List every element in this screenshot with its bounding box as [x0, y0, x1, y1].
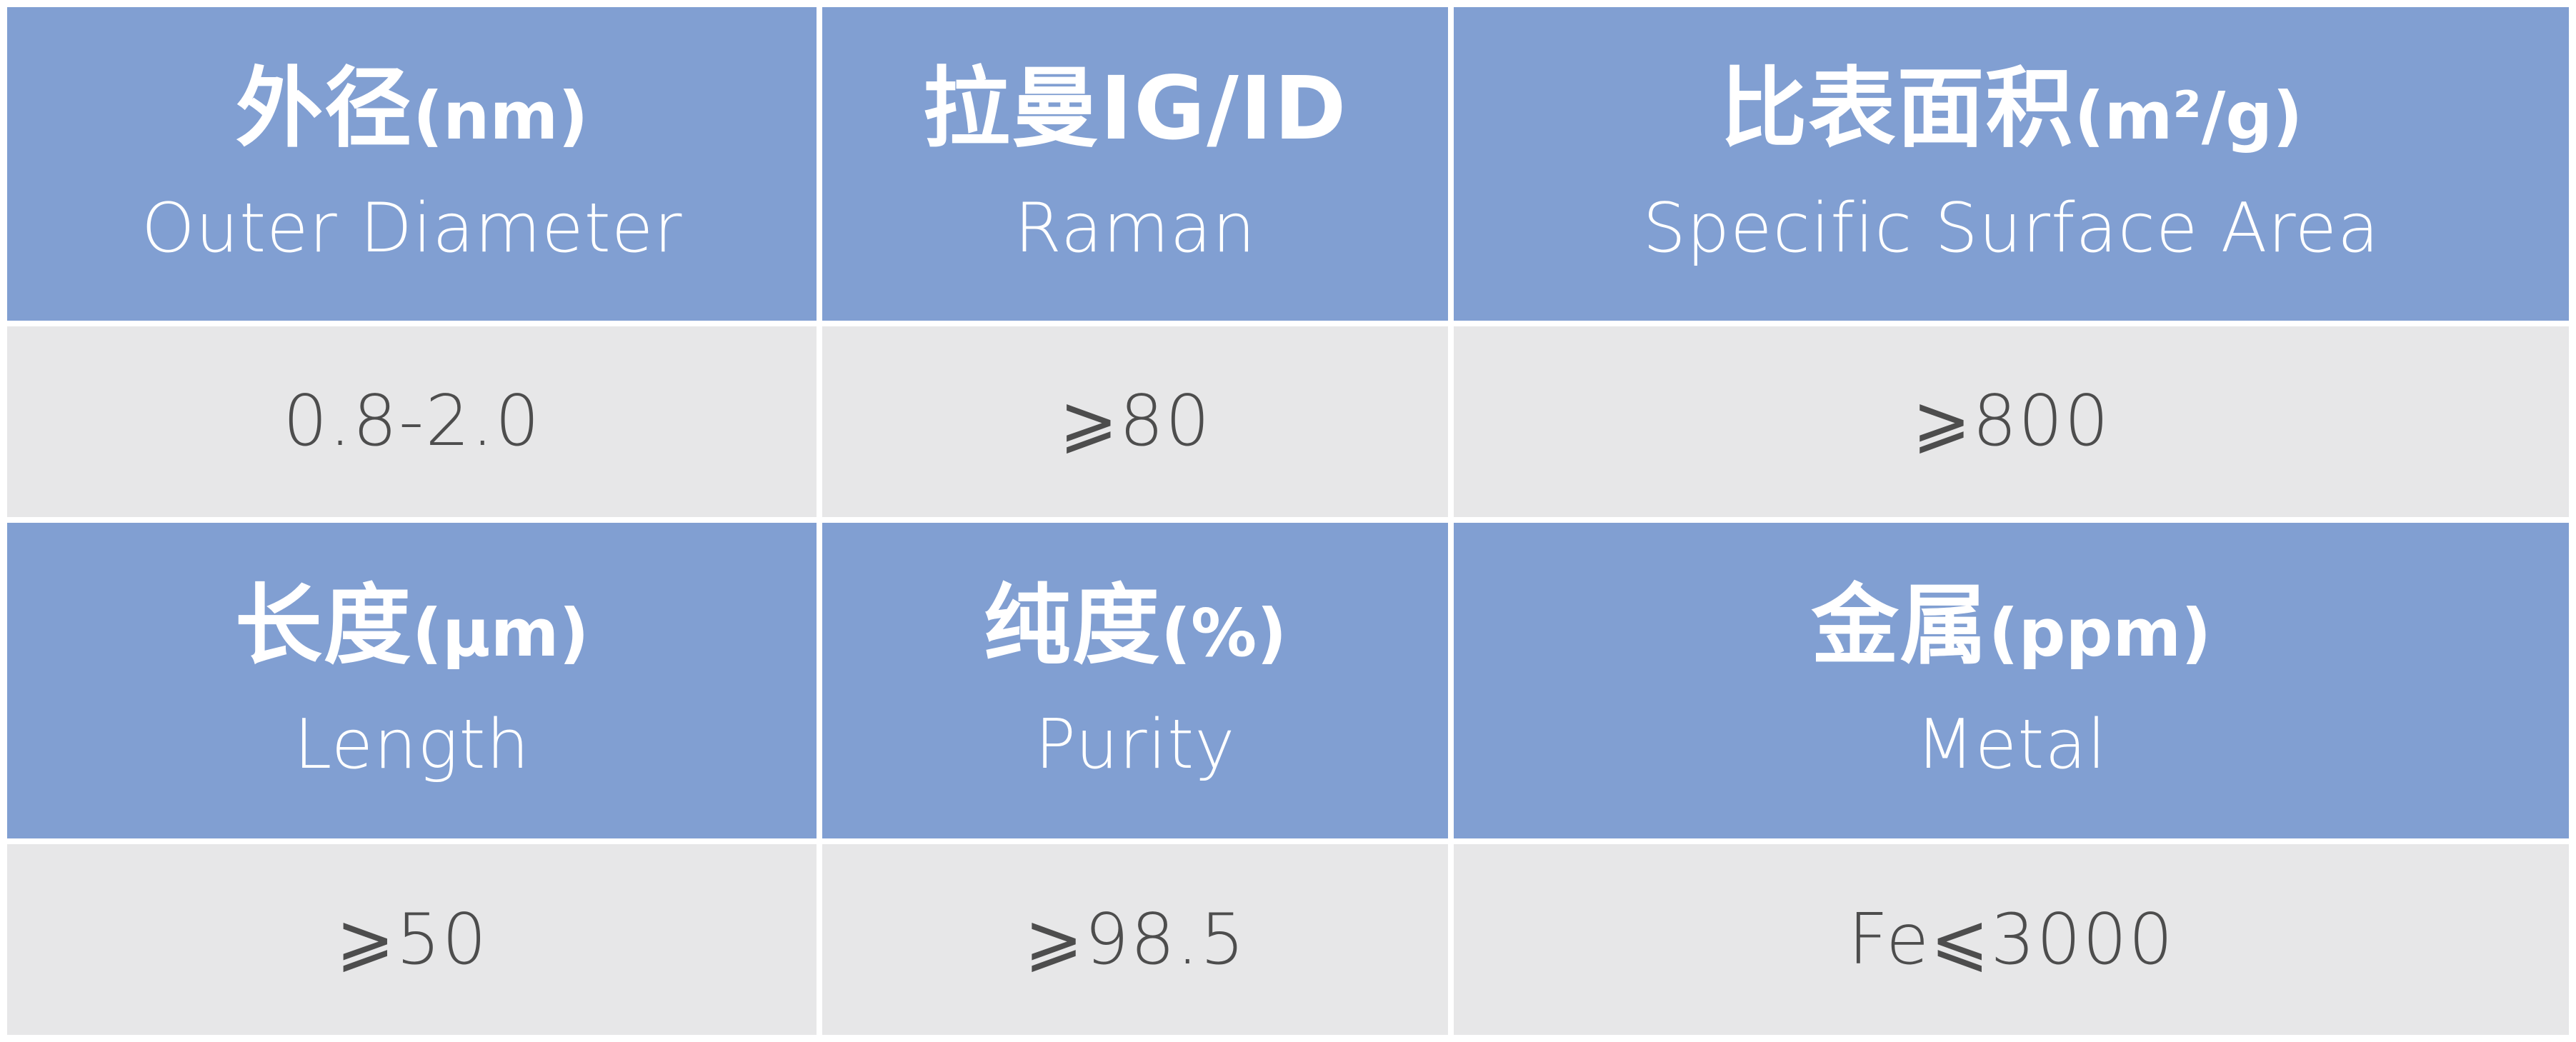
value-cell-length: ⩾50	[7, 844, 817, 1035]
header-specific-surface-area-zh: 比表面积	[1719, 58, 2075, 160]
header-specific-surface-area-zh-line: 比表面积(m²/g)	[1720, 63, 2303, 154]
value-raman: ⩾80	[1059, 381, 1212, 463]
header-length-en: Length	[294, 706, 530, 785]
header-metal-zh: 金属	[1811, 574, 1989, 676]
header-specific-surface-area-en: Specific Surface Area	[1642, 189, 2380, 268]
value-metal: Fe⩽3000	[1848, 898, 2175, 981]
header-purity-unit: (%)	[1160, 594, 1287, 671]
header-purity-en: Purity	[1034, 706, 1236, 785]
header-outer-diameter-en: Outer Diameter	[141, 189, 683, 268]
header-metal-zh-line: 金属(ppm)	[1812, 580, 2212, 671]
value-cell-raman: ⩾80	[822, 326, 1448, 517]
header-cell-raman: 拉曼IG/ID Raman	[822, 7, 1448, 321]
header-length-unit: (μm)	[411, 594, 589, 671]
header-cell-metal: 金属(ppm) Metal	[1453, 522, 2569, 839]
value-length: ⩾50	[336, 898, 489, 981]
value-cell-outer-diameter: 0.8-2.0	[7, 326, 817, 517]
header-raman-zh-line: 拉曼IG/ID	[923, 63, 1348, 154]
value-specific-surface-area: ⩾800	[1912, 381, 2110, 463]
header-specific-surface-area-unit: (m²/g)	[2074, 78, 2303, 155]
header-length-zh: 长度	[234, 574, 412, 676]
value-cell-purity: ⩾98.5	[822, 844, 1448, 1035]
header-metal-en: Metal	[1915, 706, 2107, 785]
header-outer-diameter-unit: (nm)	[412, 78, 589, 155]
header-outer-diameter-zh: 外径	[235, 58, 413, 160]
header-purity-zh-line: 纯度(%)	[984, 580, 1287, 671]
value-outer-diameter: 0.8-2.0	[283, 381, 541, 463]
value-cell-metal: Fe⩽3000	[1453, 844, 2569, 1035]
header-raman-zh: 拉曼IG/ID	[922, 58, 1348, 160]
header-cell-outer-diameter: 外径(nm) Outer Diameter	[7, 7, 817, 321]
header-length-zh-line: 长度(μm)	[235, 580, 589, 671]
value-purity: ⩾98.5	[1024, 898, 1247, 981]
header-purity-zh: 纯度	[983, 574, 1161, 676]
header-cell-specific-surface-area: 比表面积(m²/g) Specific Surface Area	[1453, 7, 2569, 321]
header-cell-purity: 纯度(%) Purity	[822, 522, 1448, 839]
header-cell-length: 长度(μm) Length	[7, 522, 817, 839]
header-metal-unit: (ppm)	[1988, 594, 2212, 671]
header-raman-en: Raman	[1014, 189, 1257, 268]
header-outer-diameter-zh-line: 外径(nm)	[236, 63, 588, 154]
value-cell-specific-surface-area: ⩾800	[1453, 326, 2569, 517]
